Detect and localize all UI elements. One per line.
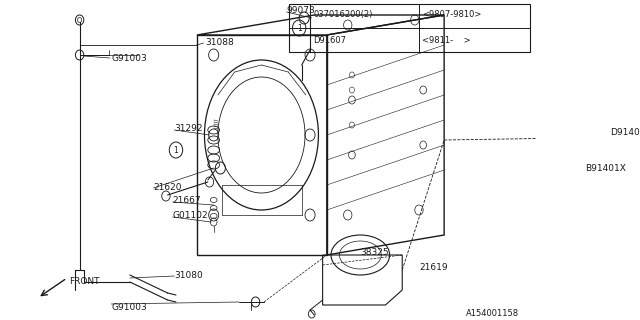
Text: 037016200(2): 037016200(2) xyxy=(314,10,372,19)
Text: A154001158: A154001158 xyxy=(467,309,520,318)
Text: 31080: 31080 xyxy=(174,270,203,279)
Text: G01102: G01102 xyxy=(173,211,208,220)
Text: 21667: 21667 xyxy=(173,196,201,204)
Text: 1: 1 xyxy=(297,23,301,33)
Text: 31088: 31088 xyxy=(205,37,234,46)
Text: 21620: 21620 xyxy=(154,182,182,191)
Text: 1: 1 xyxy=(173,146,179,155)
Bar xyxy=(289,4,529,52)
Text: D91406: D91406 xyxy=(610,127,640,137)
Text: FRONT: FRONT xyxy=(70,277,100,286)
Text: 38325: 38325 xyxy=(360,247,389,257)
Text: 99073: 99073 xyxy=(287,5,316,14)
Text: <9807-9810>: <9807-9810> xyxy=(422,10,482,19)
Text: B91401X: B91401X xyxy=(585,164,626,172)
Text: 31292: 31292 xyxy=(174,124,203,132)
Text: D91607: D91607 xyxy=(314,36,346,44)
Text: <9811-    >: <9811- > xyxy=(422,36,471,44)
Text: 21619: 21619 xyxy=(419,263,447,273)
Text: G91003: G91003 xyxy=(111,302,147,311)
Text: G91003: G91003 xyxy=(111,53,147,62)
